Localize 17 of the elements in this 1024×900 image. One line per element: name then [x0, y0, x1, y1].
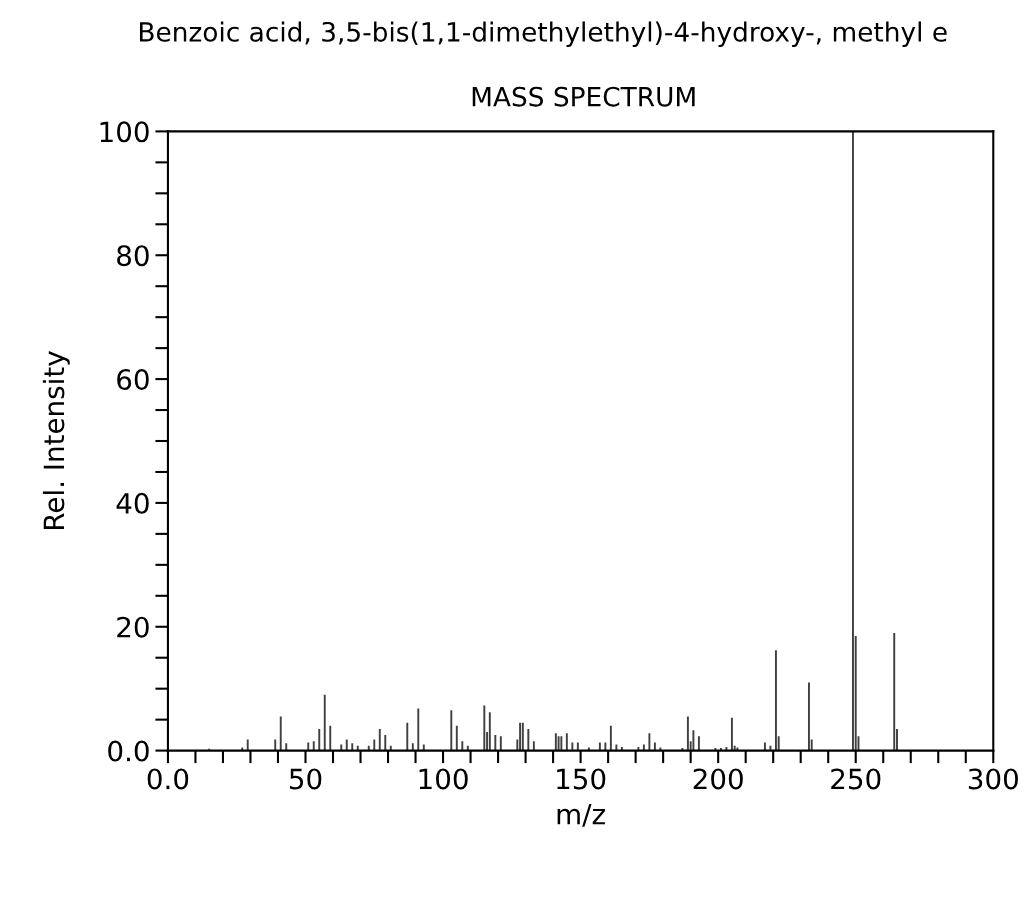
y-tick-label: 80	[117, 245, 149, 267]
x-tick-label: 250	[831, 768, 881, 790]
y-tick-label: 0.0	[108, 740, 149, 762]
y-axis-title: Rel. Intensity	[42, 351, 70, 529]
x-tick-label: 0.0	[147, 768, 189, 790]
x-tick-label: 50	[289, 768, 322, 790]
x-tick-label: 300	[968, 768, 1018, 790]
y-tick-label: 100	[100, 121, 149, 143]
x-axis-title: m/z	[557, 804, 605, 827]
y-tick-label: 60	[117, 369, 149, 391]
x-tick-label: 100	[419, 768, 468, 790]
chart-subtitle: MASS SPECTRUM	[472, 86, 695, 107]
x-tick-label: 200	[693, 768, 743, 790]
x-tick-label: 150	[557, 768, 606, 790]
y-tick-label: 20	[117, 616, 149, 638]
y-tick-label: 40	[116, 492, 149, 514]
chart-title: Benzoic acid, 3,5-bis(1,1-dimethylethyl)-4-hydroxy-, methyl e	[139, 21, 947, 47]
